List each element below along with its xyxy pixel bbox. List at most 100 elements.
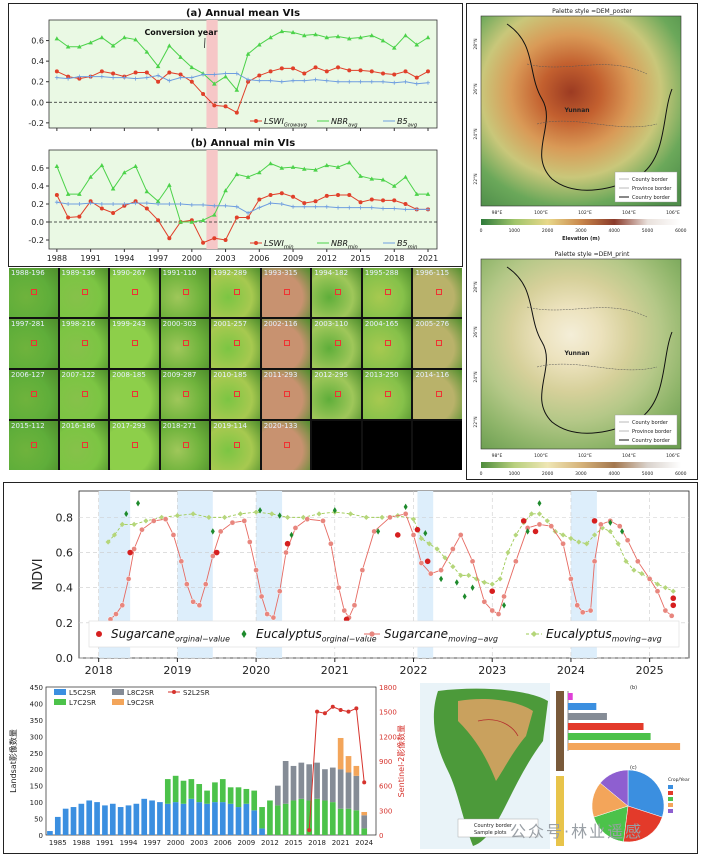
point-LSWI_Growavg [66,74,71,79]
legend-label-NBR_avg: NBRavg [331,117,358,128]
lat-tick-label: 28°N [473,281,479,292]
satellite-tile: 2017-293 [110,421,159,470]
point-NBR_min [414,191,420,196]
sugarcane-moving-avg-point [387,514,393,521]
point-B5_avg [201,72,206,77]
lat-tick-label: 28°N [473,38,479,49]
point-LSWI_min [279,191,284,196]
y-right-tick-label: 1500 [379,709,397,717]
point-NBR_min [122,170,127,175]
point-B5_avg [122,75,127,80]
pie-legend-swatch [668,803,673,807]
point-LSWI_Growavg [369,69,374,74]
tile-label: 2008-185 [112,371,146,379]
legend-swatch [54,689,66,695]
bar-L7C2SR [172,775,179,803]
bar-L5C2SR [94,802,100,835]
sugarcane-moving-avg-point [579,609,586,616]
point-B5_avg [144,75,149,80]
point-NBR_avg [245,51,251,56]
point-B5_avg [358,79,363,84]
point-NBR_avg [178,54,183,59]
x-tick-label: 1997 [148,254,168,263]
bar-L7C2SR [219,779,226,803]
point-NBR_avg [335,34,341,39]
legend: LSWImin NBRmin B5min [250,239,417,250]
eucalyptus-moving-avg-point [544,518,550,524]
y-right-axis-label: Sentinel-2影像数量 [396,725,406,798]
point-B5_min [426,207,431,212]
point-NBR_avg [122,35,127,40]
lon-tick-label: 106°E [666,453,680,459]
tile-marker [385,339,392,346]
tile-marker [31,288,38,295]
bar-L5C2SR [172,802,179,835]
country-border [506,266,673,434]
legend-swatch [112,699,124,705]
sugarcane-moving-avg-point [162,516,169,522]
x-tick-label: 2024 [557,664,585,677]
pie-slice [623,805,663,843]
y-tick-label: 0.2 [31,200,44,209]
point-NBR_avg [88,40,93,45]
sugarcane-moving-avg-point [283,549,289,556]
bar-L5C2SR [133,803,140,835]
x-tick-label: 2009 [237,839,255,847]
point-NBR_min [212,212,217,217]
satellite-tile: 2013-250 [362,370,412,419]
sugarcane-moving-avg-point [139,526,145,533]
x-tick-label: 2019 [163,664,191,677]
satellite-tile: 1990-267 [110,268,159,317]
point-B5_avg [336,79,341,84]
bar-L7C2SR [235,787,242,808]
y-tick-label: 100 [30,799,43,807]
sugarcane-moving-avg-point [597,521,604,528]
bar-L5C2SR [70,807,77,835]
y-axis-label: NDVI [31,558,46,590]
sugarcane-original-point [532,528,539,535]
point-LSWI_Growavg [111,71,116,76]
tile-label: 1999-243 [112,320,146,328]
sugarcane-moving-avg-point [270,614,277,621]
bar-L8C2SR [322,769,328,801]
legend-label-LSWI_Growavg: LSWIGrowavg [264,117,308,128]
tile-label: 2016-186 [61,422,96,430]
bar-L7C2SR [361,828,368,835]
point-B5_avg [133,76,138,81]
y-tick-label: 0.2 [31,78,44,87]
annual-min-chart: -0.2 0.0 0.2 0.4 0.6 1988 1991 1994 1997 2000 2003… [28,138,438,263]
eucalyptus-moving-avg-point [497,576,503,582]
x-tick-label: 2018 [384,254,404,263]
y-tick-label: 50 [34,816,43,824]
eucalyptus-moving-avg-point [105,539,111,545]
lon-tick-label: 100°E [534,453,548,459]
point-B5_avg [99,74,104,79]
tile-marker [31,339,38,346]
point-NBR_avg [290,30,296,35]
sugarcane-moving-avg-point [402,511,409,517]
legend-label: Eucalyptusorginal−value [256,627,377,644]
tile-label: 2001-257 [213,320,247,328]
point-LSWI_min [77,214,82,219]
bar-L8C2SR [314,762,320,799]
eucalyptus-moving-avg-point [536,511,543,517]
point-LSWI_Growavg [223,104,228,109]
y-right-tick-label: 1800 [379,684,397,692]
point-B5_avg [257,78,262,83]
point-LSWI_Growavg [156,79,161,84]
legend-label: County border [632,420,669,426]
colorbar-tick-label: 2000 [542,228,554,234]
sugarcane-moving-avg-point [501,593,507,600]
bar-L5C2SR [259,828,265,835]
eucalyptus-original-point [608,519,613,526]
point-B5_avg [392,80,397,85]
point-NBR_avg [155,63,161,69]
tile-label: 2002-116 [263,320,298,328]
point-B5_avg [324,78,329,83]
point-NBR_min [425,191,431,196]
bar-L7C2SR [298,798,305,835]
point-B5_min [291,204,296,209]
satellite-tile: 2011-293 [261,370,311,419]
point-S2L2SR [315,709,320,714]
sugarcane-moving-avg-point [258,593,265,600]
